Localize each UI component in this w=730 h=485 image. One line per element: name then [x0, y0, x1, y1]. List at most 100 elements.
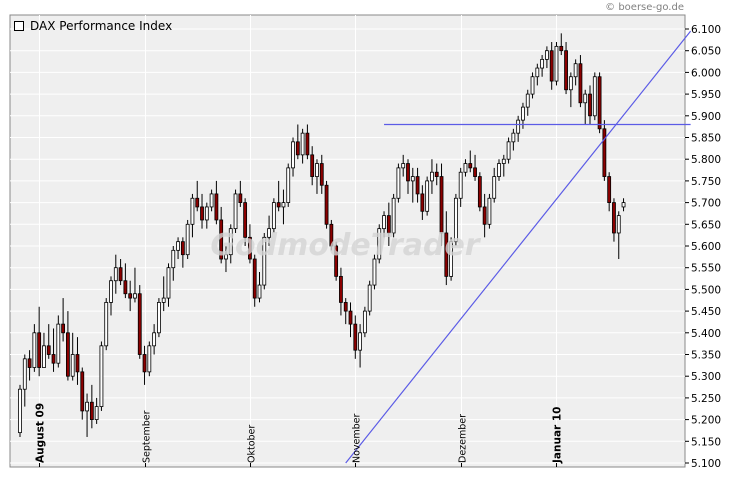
- x-tick-label: Dezember: [458, 414, 469, 463]
- candle-body: [252, 258, 257, 299]
- candle-body: [415, 176, 420, 195]
- candle-body: [511, 132, 516, 143]
- support-trendline: [345, 30, 692, 464]
- candle-body: [209, 193, 214, 208]
- candle-body: [468, 163, 473, 169]
- candle-body: [113, 267, 118, 282]
- candle-body: [506, 141, 511, 160]
- candle-body: [597, 76, 602, 130]
- candle-body: [56, 323, 61, 364]
- candle-body: [501, 158, 506, 164]
- y-tick-label: 5.450: [691, 306, 721, 318]
- candle-body: [372, 258, 377, 286]
- candle-body: [521, 106, 525, 121]
- candle-body: [492, 176, 497, 199]
- candle-body: [291, 141, 295, 169]
- candle-body: [458, 171, 463, 199]
- candle-body: [583, 93, 588, 104]
- candle-body: [367, 284, 372, 312]
- candle-body: [166, 267, 171, 299]
- candle-body: [123, 280, 128, 295]
- candle-body: [477, 176, 482, 208]
- x-tick-label: September: [142, 410, 153, 463]
- candle-body: [358, 332, 362, 351]
- x-tick-label: August 09: [35, 403, 47, 463]
- candle-body: [18, 388, 22, 434]
- candle-body: [137, 293, 142, 355]
- candle-body: [578, 63, 583, 104]
- candle-body: [334, 245, 339, 277]
- candle-body: [233, 193, 238, 230]
- candle-body: [286, 167, 291, 204]
- candle-body: [75, 354, 80, 373]
- candle-body: [545, 50, 549, 60]
- candle-body: [109, 280, 113, 303]
- candle-body: [444, 232, 449, 277]
- candle-body: [564, 50, 568, 91]
- candle-body: [449, 241, 454, 277]
- y-tick-label: 5.800: [691, 154, 721, 166]
- candle-body: [176, 241, 180, 251]
- candle-body: [439, 176, 444, 234]
- candle-body: [391, 197, 396, 234]
- legend-square-icon: [14, 21, 24, 31]
- candle-body: [305, 132, 310, 156]
- candle-body: [339, 275, 343, 303]
- candle-body: [329, 223, 334, 247]
- candle-body: [22, 358, 27, 390]
- candle-body: [152, 332, 157, 347]
- candle-body: [32, 332, 37, 368]
- candle-body: [602, 128, 607, 177]
- y-tick-label: 5.650: [691, 219, 721, 231]
- candle-body: [568, 76, 573, 91]
- y-tick-label: 5.300: [691, 371, 721, 383]
- candle-body: [185, 223, 190, 256]
- source-label: © boerse-go.de: [605, 2, 684, 13]
- candle-body: [80, 371, 85, 412]
- candle-body: [94, 406, 99, 420]
- candle-body: [554, 45, 559, 82]
- candle-body: [353, 323, 358, 351]
- axis-layer: 6.100 6.050 6.000 5.950 5.900 5.850 5.800 5.750…: [35, 24, 722, 470]
- candle-body: [406, 163, 410, 182]
- candle-layer: [18, 33, 626, 437]
- candle-body: [133, 293, 137, 299]
- y-tick-label: 5.950: [691, 89, 721, 101]
- candle-body: [410, 176, 415, 182]
- y-tick-label: 5.250: [691, 393, 721, 405]
- candle-body: [453, 197, 458, 243]
- candle-body: [89, 401, 94, 420]
- candle-body: [540, 58, 545, 69]
- candle-body: [434, 171, 439, 177]
- y-tick-label: 5.900: [691, 111, 721, 123]
- candle-body: [37, 332, 42, 368]
- candle-body: [248, 236, 252, 260]
- candle-body: [85, 401, 89, 412]
- candle-body: [430, 171, 434, 182]
- candle-body: [549, 50, 554, 82]
- candle-body: [262, 236, 267, 286]
- candle-body: [525, 93, 530, 108]
- candle-body: [348, 310, 353, 325]
- candle-body: [420, 193, 425, 212]
- candle-body: [497, 163, 501, 177]
- candle-body: [343, 302, 348, 312]
- x-tick-label: November: [352, 413, 363, 463]
- candle-body: [324, 184, 329, 225]
- y-tick-label: 5.700: [691, 198, 721, 210]
- y-tick-label: 5.100: [691, 458, 721, 470]
- candle-body: [51, 354, 56, 364]
- y-tick-label: 6.100: [691, 24, 721, 36]
- y-tick-label: 5.350: [691, 350, 721, 362]
- candle-body: [224, 254, 228, 260]
- candle-body: [295, 141, 300, 156]
- candle-body: [214, 193, 219, 221]
- candle-body: [46, 345, 51, 355]
- candle-body: [535, 67, 540, 78]
- y-tick-label: 5.150: [691, 436, 721, 448]
- candle-body: [487, 197, 492, 225]
- candle-body: [42, 345, 46, 368]
- candle-body: [271, 202, 276, 230]
- candle-body: [559, 45, 564, 52]
